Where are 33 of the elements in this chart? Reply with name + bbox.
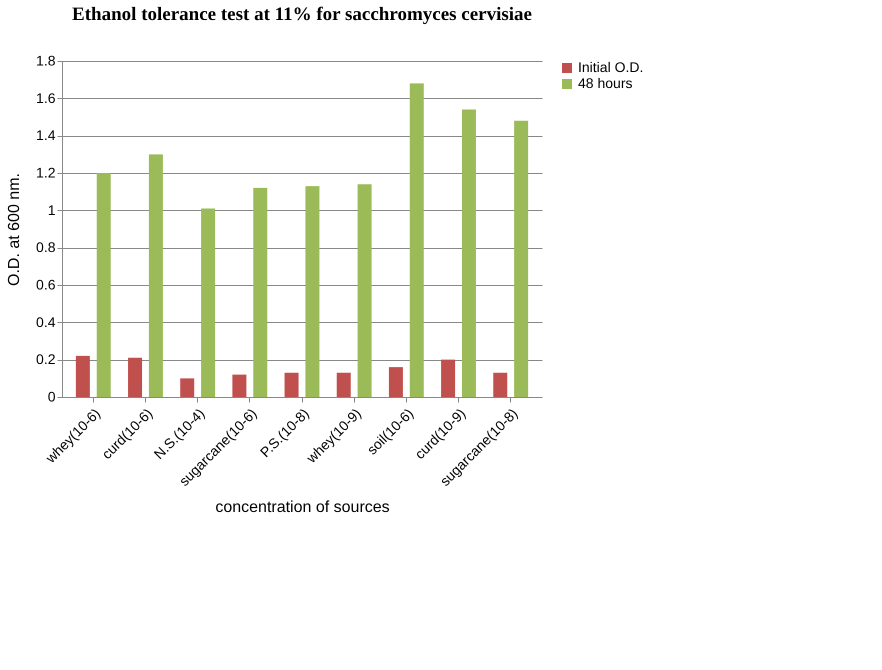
- bar: [232, 374, 246, 397]
- y-tick-label: 0.4: [36, 314, 56, 330]
- bar: [305, 186, 320, 397]
- y-tick-label: 1.8: [36, 52, 56, 68]
- legend-label: Initial O.D.: [578, 59, 644, 75]
- bar: [441, 360, 456, 397]
- legend-label: 48 hours: [578, 75, 632, 91]
- bar: [284, 372, 299, 397]
- y-tick-label: 1: [48, 202, 56, 218]
- bar: [514, 120, 528, 397]
- y-axis-title: O.D. at 600 nm.: [6, 173, 24, 286]
- y-tick-label: 0.2: [36, 351, 56, 368]
- bar: [201, 208, 216, 397]
- bar: [410, 83, 424, 397]
- bar: [336, 372, 351, 397]
- bar: [180, 378, 194, 397]
- bar: [462, 110, 476, 397]
- bar: [76, 356, 90, 397]
- y-tick-label: 0.8: [36, 239, 56, 256]
- bar: [358, 184, 372, 397]
- y-tick-label: 0: [48, 388, 56, 404]
- bar: [388, 367, 403, 397]
- y-tick-label: 0.6: [36, 276, 56, 292]
- bar: [493, 372, 508, 397]
- chart-title: Ethanol tolerance test at 11% for sacchromyces cervisiae: [72, 4, 532, 25]
- y-tick-label: 1.6: [36, 90, 56, 106]
- y-tick-label: 1.2: [36, 164, 56, 180]
- x-axis-title: concentration of sources: [215, 499, 390, 516]
- bar: [253, 188, 268, 397]
- bar: [148, 154, 163, 397]
- bar: [96, 173, 111, 397]
- bar: [128, 358, 142, 397]
- y-tick-label: 1.4: [36, 127, 56, 144]
